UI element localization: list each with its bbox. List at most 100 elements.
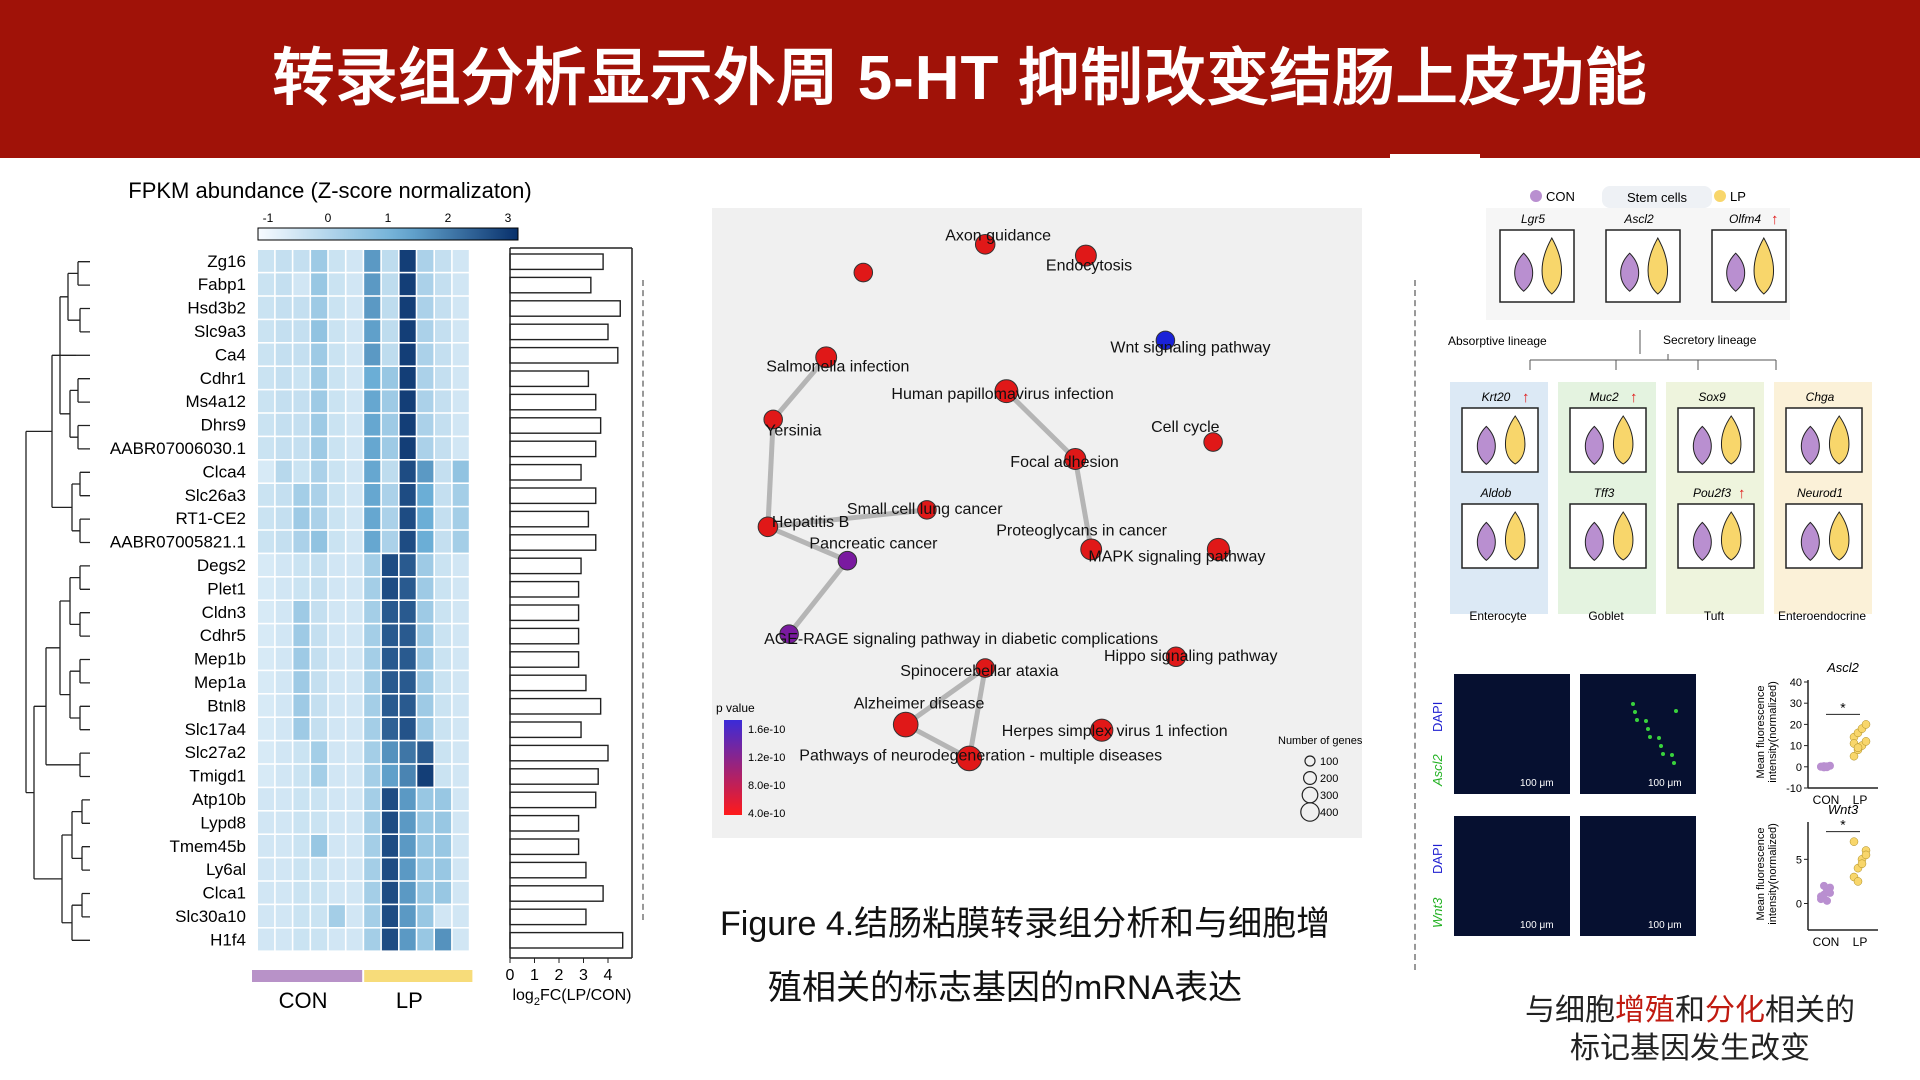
heatmap-cell	[293, 507, 310, 530]
heatmap-cell	[399, 671, 416, 693]
heatmap-cell	[275, 437, 292, 459]
heatmap-cell	[275, 835, 292, 857]
heatmap-cell	[452, 320, 469, 342]
heatmap-cell	[364, 835, 381, 857]
heatmap-cell	[311, 530, 328, 553]
heatmap-cell	[293, 296, 310, 319]
col3-b-gene-label: Neurod1	[1797, 486, 1843, 500]
log2fc-bar	[509, 814, 580, 832]
heatmap-cell	[381, 718, 398, 740]
dendrogram-branch	[77, 378, 90, 403]
heatmap-cell	[328, 694, 345, 717]
heatmap-cell	[346, 928, 363, 951]
heatmap-cell	[346, 507, 363, 530]
if-point-lp	[1853, 743, 1863, 752]
heatmap-cell	[328, 343, 345, 366]
heatmap-figure: FPKM abundance (Z-score normalizaton) -1 0…	[25, 178, 633, 1013]
heatmap-cell	[328, 507, 345, 530]
network-edge	[771, 355, 829, 422]
dendrogram-branch	[79, 307, 90, 333]
dendrogram-branch	[69, 389, 78, 438]
if-plot-tick-label-1: 0	[1796, 899, 1802, 911]
heatmap-cell	[293, 273, 310, 296]
heatmap-cell	[293, 320, 310, 342]
bar-axis-tick-label: 2	[555, 967, 564, 984]
gene-label: Tmigd1	[189, 767, 246, 786]
heatmap-cell	[381, 250, 398, 272]
heatmap-cell	[328, 741, 345, 764]
log2fc-bar	[509, 768, 599, 785]
heatmap-cell	[435, 835, 452, 857]
pvalue-tick-label: 1.6e-10	[748, 724, 785, 736]
heatmap-cell	[293, 811, 310, 834]
col1-a-frame	[1569, 407, 1647, 473]
stem-ascl2-gene-label: Ascl2	[1623, 212, 1654, 226]
heatmap-cell	[328, 788, 345, 810]
heatmap-cell	[328, 601, 345, 623]
network-node	[815, 346, 838, 369]
if-green-signal	[1657, 736, 1661, 740]
gene-label: Ly6al	[206, 860, 246, 879]
if-point-lp	[1853, 877, 1863, 886]
heatmap-cell	[435, 718, 452, 740]
col1-a-up-arrow: ↑	[1630, 389, 1638, 406]
network-node	[994, 379, 1019, 404]
log2fc-bar	[509, 510, 590, 528]
heatmap-cell	[417, 811, 434, 834]
gene-label: H1f4	[210, 930, 246, 949]
heatmap-cell	[364, 273, 381, 296]
heatmap-cell	[435, 460, 452, 483]
heatmap-cell	[364, 788, 381, 810]
heatmap-cell	[293, 577, 310, 600]
log2fc-bar	[509, 908, 587, 926]
heatmap-cell	[452, 577, 469, 600]
stem-ascl2-violin-con	[1620, 252, 1640, 292]
marker-gene-figure: CON LP Stem cells Lgr5 Ascl2 Olfm4 ↑ Absorptive…	[1430, 186, 1878, 949]
if-green-signal	[1646, 727, 1650, 731]
heatmap-cell	[417, 601, 434, 623]
gene-label: Cldn3	[202, 603, 246, 622]
network-node-label: Wnt signaling pathway	[1110, 339, 1270, 356]
heatmap-cell	[364, 413, 381, 436]
network-node-label: Cell cycle	[1151, 419, 1220, 436]
stem-olfm4-violin-lp	[1753, 236, 1774, 295]
col1-b-frame	[1569, 503, 1647, 569]
heatmap-cell	[452, 858, 469, 881]
gene-label: Slc9a3	[194, 322, 246, 341]
heatmap-cell	[381, 484, 398, 506]
dendrogram-branch	[51, 296, 76, 509]
size-legend-title: Number of genes	[1278, 735, 1362, 747]
heatmap-cell	[435, 811, 452, 834]
heatmap-cell	[435, 764, 452, 787]
heatmap-cell	[328, 413, 345, 436]
size-legend-label: 300	[1320, 790, 1338, 802]
log2fc-bar	[509, 463, 582, 481]
heatmap-cell	[258, 858, 275, 881]
heatmap-cell	[417, 390, 434, 413]
caption-highlight-proliferation: 增殖	[1615, 993, 1675, 1028]
size-legend-label: 200	[1320, 773, 1338, 785]
heatmap-cell	[417, 296, 434, 319]
heatmap-cell	[417, 554, 434, 576]
network-node-label: Salmonella infection	[766, 358, 909, 375]
heatmap-cell	[364, 624, 381, 647]
heatmap-cell	[328, 671, 345, 693]
heatmap-cell	[346, 835, 363, 857]
col3-a-frame	[1785, 407, 1863, 473]
heatmap-cell	[364, 460, 381, 483]
heatmap-cell	[258, 718, 275, 740]
network-node	[956, 745, 983, 772]
heatmap-cell	[311, 881, 328, 904]
group-bar-lp	[364, 970, 473, 982]
heatmap-cell	[364, 390, 381, 413]
network-node-label: Human papillomavirus infection	[891, 386, 1113, 403]
col2-b-frame	[1677, 503, 1755, 569]
heatmap-cell	[311, 250, 328, 272]
bar-axis-title-sub: 2	[534, 996, 540, 1008]
heatmap-cell	[399, 273, 416, 296]
heatmap-cell	[452, 507, 469, 530]
group-bar-con	[252, 970, 363, 982]
heatmap-cell	[346, 390, 363, 413]
legend-lp-label: LP	[1730, 189, 1746, 204]
heatmap-cell	[435, 694, 452, 717]
